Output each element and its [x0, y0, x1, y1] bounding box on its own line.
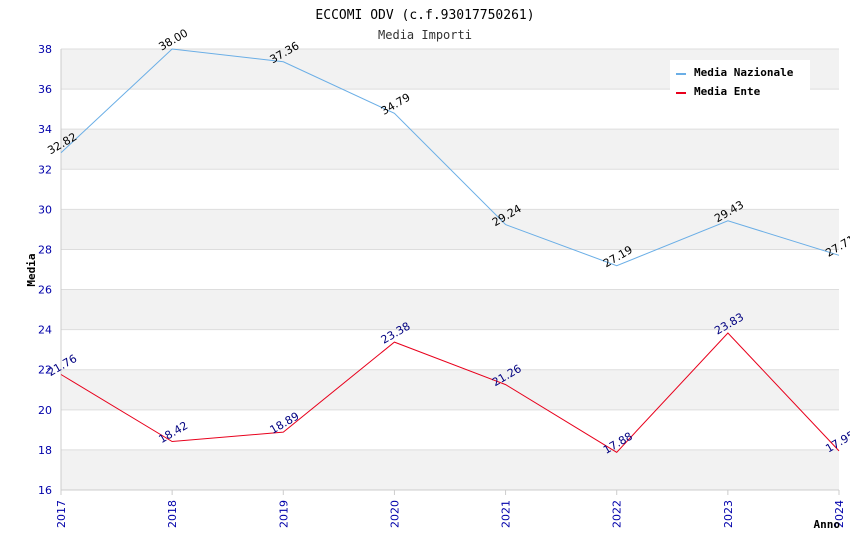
y-axis-ticks: 16 18 20 22 24 26 28 30 32 34 36 38: [38, 43, 52, 497]
x-axis-label: Anno: [814, 518, 841, 531]
series-line-0: [60, 48, 840, 267]
series-lines: [60, 48, 840, 453]
x-tick-label: 2024: [833, 500, 846, 528]
axes: [60, 49, 839, 491]
x-tick-label: 2020: [388, 500, 401, 528]
y-axis-label: Media: [25, 253, 38, 286]
chart-subtitle: Media Importi: [378, 28, 472, 42]
y-tick-label: 20: [38, 404, 52, 417]
x-tick-label: 2019: [277, 500, 290, 528]
series-line-1: [60, 332, 840, 453]
y-tick-label: 24: [38, 324, 52, 337]
y-tick-label: 36: [38, 83, 52, 96]
y-tick-label: 30: [38, 203, 52, 216]
legend-label: Media Ente: [694, 85, 761, 98]
y-tick-label: 18: [38, 444, 52, 457]
y-tick-label: 38: [38, 43, 52, 56]
y-tick-label: 16: [38, 484, 52, 497]
grid-band: [61, 129, 839, 170]
data-label: 18.89: [268, 410, 302, 437]
legend-box: [670, 60, 810, 102]
legend: Media Nazionale Media Ente: [670, 60, 810, 102]
y-tick-label: 22: [38, 364, 52, 377]
grid-band: [61, 289, 839, 330]
grid-band: [61, 369, 839, 410]
x-tick-label: 2021: [500, 500, 513, 528]
data-label: 17.95: [823, 428, 850, 455]
y-tick-label: 34: [38, 123, 52, 136]
data-label: 18.42: [156, 419, 190, 446]
y-tick-label: 28: [38, 243, 52, 256]
y-tick-label: 32: [38, 163, 52, 176]
y-tick-label: 26: [38, 284, 52, 297]
chart-title: ECCOMI ODV (c.f.93017750261): [315, 8, 534, 23]
x-tick-label: 2022: [611, 500, 624, 528]
x-tick-label: 2017: [55, 500, 68, 528]
x-axis-ticks: 2017 2018 2019 2020 2021 2022 2023 2024: [55, 490, 846, 528]
x-tick-label: 2018: [166, 500, 179, 528]
grid-band: [61, 449, 839, 490]
legend-label: Media Nazionale: [694, 66, 794, 79]
x-tick-label: 2023: [722, 500, 735, 528]
data-label: 34.79: [379, 91, 413, 118]
grid-band: [61, 209, 839, 250]
